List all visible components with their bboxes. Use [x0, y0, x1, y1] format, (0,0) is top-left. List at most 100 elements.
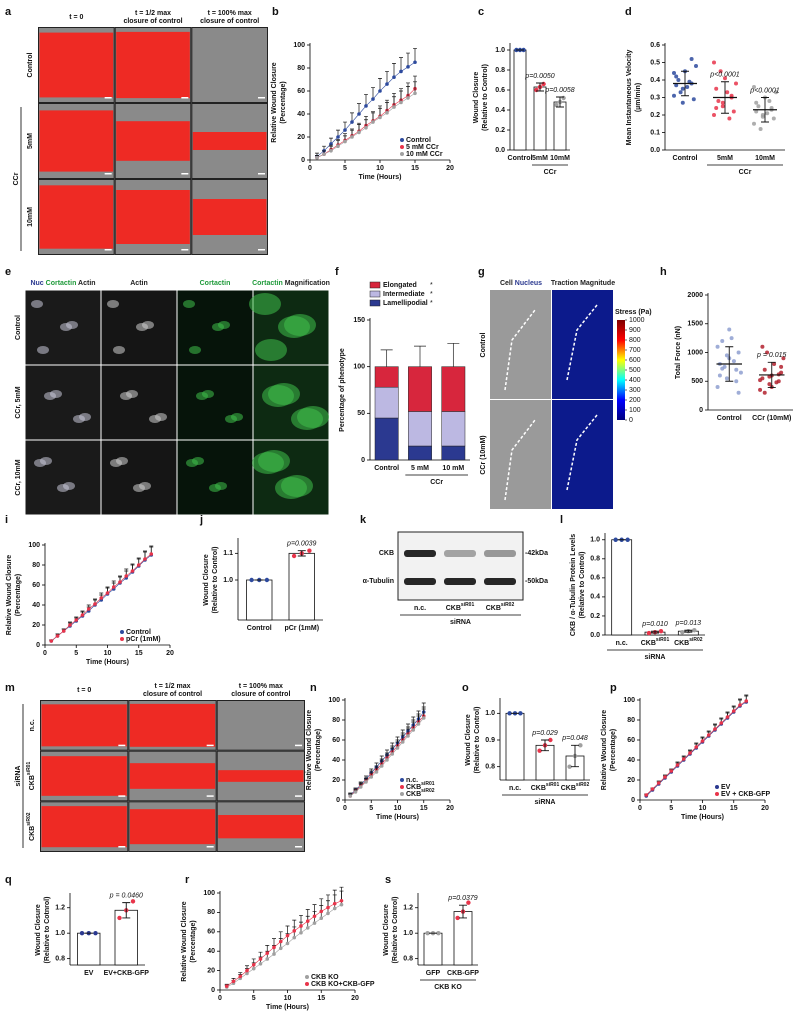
title-word: Magnitude: [578, 280, 615, 287]
x-tick-label: 10: [284, 995, 292, 1002]
x-tick-label: 20: [446, 805, 454, 812]
data-point: [736, 390, 741, 395]
x-tick-label: 5: [343, 165, 347, 172]
data-point: [421, 716, 426, 720]
panel-letter: s: [385, 874, 391, 886]
group-label: CCr: [544, 169, 557, 176]
p-value: p=0.048: [561, 735, 588, 742]
micrograph: [25, 440, 101, 515]
legend-label: Elongated: [383, 282, 417, 289]
column-title: t = 100% max: [239, 683, 283, 690]
y-axis-label: (Percentage): [610, 729, 617, 771]
data-point: [758, 127, 763, 131]
wound-area: [218, 815, 304, 839]
data-point: [762, 367, 767, 372]
cell: [284, 314, 316, 336]
y-axis-label: Relative Wound Closure: [306, 710, 313, 790]
data-point: [724, 353, 729, 358]
data-point: [357, 112, 361, 116]
legend-marker: [715, 785, 719, 789]
y-tick-label: 0.0: [650, 147, 660, 154]
cell: [258, 450, 290, 472]
x-tick-label: 5: [74, 650, 78, 657]
data-point: [339, 902, 344, 907]
scale-bar: [206, 744, 214, 747]
y-tick-label: 60: [332, 737, 340, 744]
x-tick-label: 15: [411, 165, 419, 172]
superscript: siR01: [461, 602, 475, 608]
bar-segment: [374, 366, 399, 388]
data-point: [756, 104, 761, 109]
error-bar: [399, 57, 403, 72]
colorbar-tick-label: 200: [629, 397, 641, 404]
column-title: Actin: [130, 280, 148, 287]
cell: [31, 300, 43, 308]
scale-bar: [258, 97, 265, 99]
y-tick-label: 40: [32, 602, 40, 609]
data-point: [326, 911, 330, 916]
x-tick-label: 5: [369, 805, 373, 812]
legend-label: EV: [721, 784, 731, 791]
data-point: [729, 93, 734, 98]
panel-letter: h: [660, 266, 667, 278]
data-point: [231, 979, 236, 984]
panel-letter: l: [560, 514, 563, 526]
data-point: [734, 379, 739, 384]
panel-letter: g: [478, 266, 485, 278]
data-point: [336, 144, 340, 148]
error-bar: [122, 902, 131, 919]
data-point: [299, 930, 303, 935]
data-point: [725, 90, 730, 95]
data-point: [350, 120, 354, 124]
micrograph: [191, 27, 268, 103]
data-point: [411, 728, 416, 732]
y-axis-label: (Relative to Control): [579, 552, 586, 619]
bar: [513, 49, 527, 151]
data-point: [385, 758, 389, 762]
data-point: [644, 793, 649, 797]
panel-letter: k: [360, 514, 367, 526]
cell-outline: [566, 414, 598, 491]
data-point: [369, 775, 374, 779]
data-point: [675, 763, 680, 767]
data-point: [425, 930, 430, 936]
error-bar: [556, 96, 564, 108]
colorbar-tick-label: 1000: [629, 317, 645, 324]
y-tick-label: 20: [207, 967, 215, 974]
micrograph: [490, 400, 551, 509]
data-point: [49, 639, 54, 643]
cell: [139, 482, 151, 490]
y-tick-label: 20: [32, 622, 40, 629]
lane-label: n.c.: [414, 605, 426, 612]
data-point: [680, 100, 685, 105]
y-tick-label: 2000: [687, 292, 703, 299]
legend-swatch: [369, 290, 381, 298]
legend-swatch: [369, 299, 381, 307]
error-bar: [536, 82, 544, 92]
cell: [63, 482, 75, 490]
error-bar: [571, 744, 579, 768]
data-point: [731, 109, 736, 114]
cell-outline: [504, 419, 536, 501]
p-value: p=0.0050: [524, 73, 554, 80]
y-tick-label: 100: [623, 697, 635, 704]
y-axis-label: Relative Wound Closure: [6, 555, 13, 635]
data-point: [455, 915, 460, 921]
data-point: [507, 711, 512, 716]
data-point: [61, 629, 66, 633]
data-point: [272, 952, 276, 956]
data-point: [706, 733, 711, 737]
data-point: [680, 629, 685, 635]
data-point: [774, 90, 778, 95]
y-tick-label: 1.0: [495, 47, 505, 54]
y-tick-label: 0.6: [590, 575, 600, 582]
column-title: closure of control: [123, 18, 182, 25]
data-point: [130, 569, 135, 573]
data-point: [720, 339, 725, 343]
bar-segment: [408, 411, 432, 447]
y-axis-label: Wound Closure: [473, 72, 480, 124]
data-point: [93, 602, 97, 606]
scale-bar: [295, 795, 302, 797]
cell: [281, 475, 313, 497]
x-tick-label: CKBsiR01: [641, 637, 670, 647]
